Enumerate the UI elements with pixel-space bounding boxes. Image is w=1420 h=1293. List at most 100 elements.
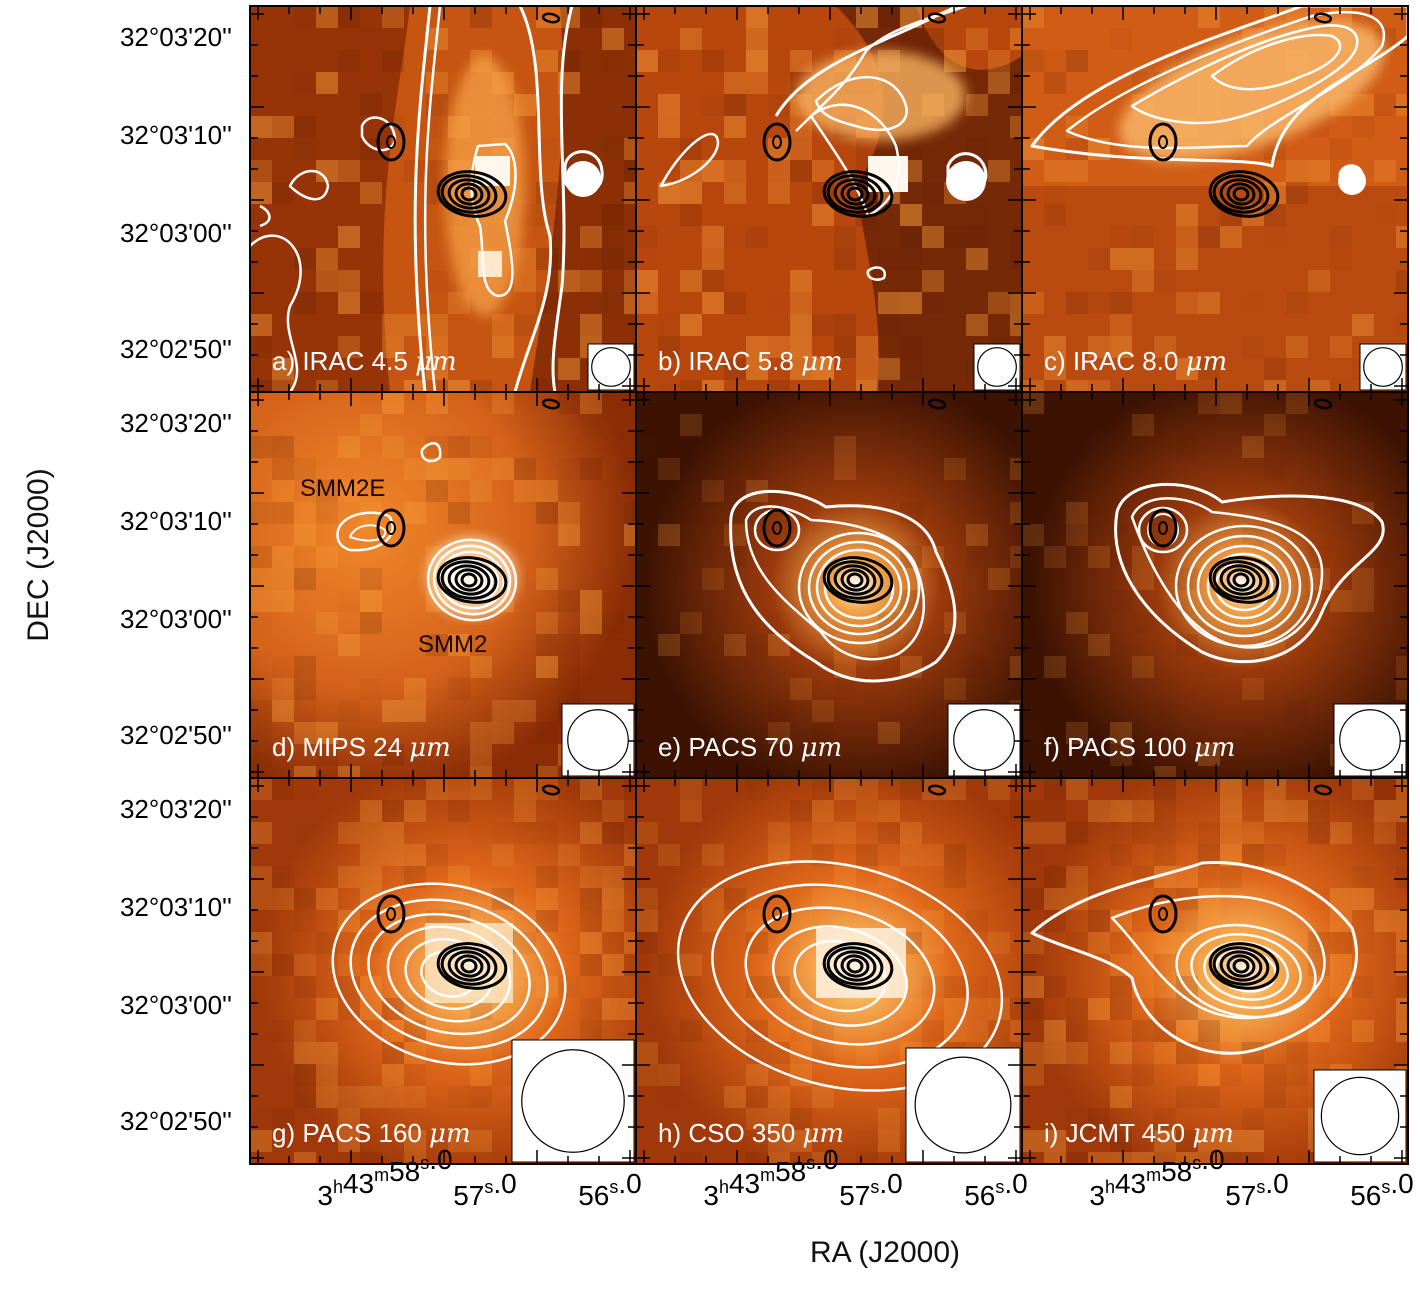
map-pixel [1396, 910, 1408, 932]
map-pixel [1110, 722, 1132, 744]
map-pixel [1286, 1064, 1308, 1086]
white-contour [413, 6, 432, 392]
map-pixel [636, 1064, 658, 1086]
map-pixel [1374, 546, 1396, 568]
dec-tick-label: 32°02'50'' [120, 720, 232, 750]
black-contour-smm2e [1158, 135, 1168, 149]
map-pixel [768, 1108, 790, 1130]
map-pixel [1286, 1086, 1308, 1108]
map-pixel [746, 28, 768, 50]
map-pixel [294, 72, 316, 94]
black-contour-smm2e [376, 508, 406, 548]
map-pixel [492, 314, 514, 336]
map-pixel [316, 1064, 338, 1086]
map-pixel [680, 778, 702, 800]
map-pixel [602, 822, 624, 844]
map-pixel [834, 822, 856, 844]
map-pixel [966, 998, 988, 1020]
map-pixel [1088, 932, 1110, 954]
white-contour [288, 169, 330, 201]
map-pixel [680, 414, 702, 436]
map-pixel [790, 910, 812, 932]
map-pixel [536, 656, 558, 678]
map-pixel [360, 800, 382, 822]
map-pixel [1088, 634, 1110, 656]
map-pixel [1264, 380, 1286, 392]
map-pixel [1132, 612, 1154, 634]
map-pixel [316, 744, 338, 766]
white-contour [809, 103, 900, 218]
map-pixel [536, 888, 558, 910]
map-pixel [900, 336, 922, 358]
map-pixel [514, 94, 536, 116]
map-pixel [492, 822, 514, 844]
map-pixel [272, 568, 294, 590]
map-pixel [272, 866, 294, 888]
map-pixel [944, 678, 966, 700]
map-pixel [536, 722, 558, 744]
map-pixel [1110, 954, 1132, 976]
map-pixel [1110, 1152, 1132, 1164]
map-pixel [944, 778, 966, 800]
ra-tick-label: 57s.0 [1225, 1168, 1289, 1211]
panel-label: f) PACS 100 μm [1044, 732, 1235, 763]
map-pixel [1066, 50, 1088, 72]
map-pixel [1198, 888, 1220, 910]
black-contour-top [927, 784, 947, 796]
map-pixel [1308, 160, 1330, 182]
map-pixel [812, 1152, 834, 1164]
map-pixel [1088, 502, 1110, 524]
map-pixel [724, 480, 746, 502]
map-pixel [470, 656, 492, 678]
map-pixel [1088, 248, 1110, 270]
map-pixel [360, 822, 382, 844]
map-pixel [768, 1042, 790, 1064]
map-pixel [360, 182, 382, 204]
map-pixel [338, 1064, 360, 1086]
panel-c: c) IRAC 8.0 μm [1021, 5, 1409, 393]
map-pixel [966, 248, 988, 270]
map-pixel [790, 138, 812, 160]
map-pixel [514, 270, 536, 292]
map-pixel [1396, 270, 1408, 292]
map-pixel [724, 94, 746, 116]
map-pixel [1044, 458, 1066, 480]
map-pixel [272, 1020, 294, 1042]
map-pixel [1176, 226, 1198, 248]
map-pixel [338, 160, 360, 182]
map-pixel [272, 458, 294, 480]
map-pixel [294, 976, 316, 998]
map-pixel [1022, 292, 1044, 314]
panel-label: g) PACS 160 μm [272, 1118, 471, 1149]
map-pixel [680, 314, 702, 336]
map-pixel [1044, 976, 1066, 998]
map-pixel [338, 292, 360, 314]
map-pixel [812, 1042, 834, 1064]
black-contour-smm2e [762, 894, 792, 934]
black-contour-smm2 [1232, 572, 1250, 588]
map-pixel [382, 1020, 404, 1042]
map-pixel [1110, 336, 1132, 358]
map-pixel [404, 1130, 426, 1152]
white-contour [367, 912, 531, 1036]
map-pixel [966, 28, 988, 50]
white-contour [423, 6, 442, 392]
map-pixel [272, 182, 294, 204]
white-contour [250, 234, 302, 392]
map-pixel [1066, 524, 1088, 546]
black-contour-top [927, 12, 947, 24]
map-pixel [294, 1020, 316, 1042]
map-pixel [944, 976, 966, 998]
map-pixel [492, 458, 514, 480]
map-pixel [1198, 744, 1220, 766]
y-axis-label: DEC (J2000) [22, 468, 55, 642]
map-pixel [856, 634, 878, 656]
map-pixel [338, 590, 360, 612]
map-pixel [426, 314, 448, 336]
map-pixel [834, 656, 856, 678]
map-pixel [1286, 392, 1308, 414]
map-pixel [338, 226, 360, 248]
map-pixel [768, 612, 790, 634]
map-pixel [1330, 380, 1352, 392]
white-contour [349, 524, 387, 542]
